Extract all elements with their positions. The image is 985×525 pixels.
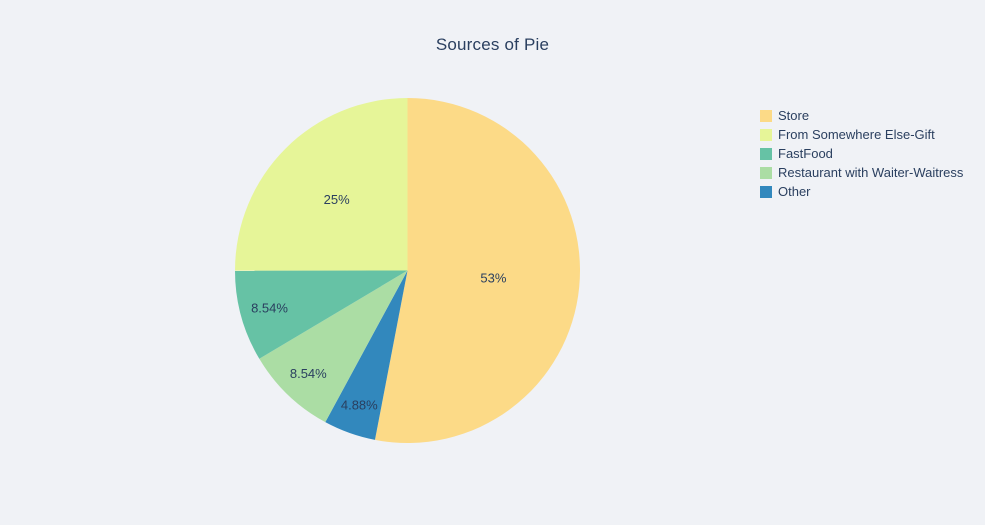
legend-label: FastFood <box>778 146 833 161</box>
legend-item-from-somewhere-else-gift[interactable]: From Somewhere Else-Gift <box>760 125 963 144</box>
legend-swatch-icon <box>760 109 772 122</box>
pie-slice-restaurant-with-waiter-waitress[interactable] <box>259 270 408 423</box>
pie-slice-label-from-somewhere-else-gift: 25% <box>324 192 350 207</box>
legend-item-store[interactable]: Store <box>760 106 963 125</box>
legend-swatch-icon <box>760 185 772 198</box>
legend-item-restaurant-with-waiter-waitress[interactable]: Restaurant with Waiter-Waitress <box>760 163 963 182</box>
legend-label: Other <box>778 184 811 199</box>
legend-item-fastfood[interactable]: FastFood <box>760 144 963 163</box>
legend-item-other[interactable]: Other <box>760 182 963 201</box>
pie-slice-store[interactable] <box>374 97 581 444</box>
pie-slice-label-store: 53% <box>480 271 506 286</box>
pie-slice-from-somewhere-else-gift[interactable] <box>234 98 408 271</box>
pie-slice-label-fastfood: 8.54% <box>251 301 288 316</box>
pie-slice-fastfood[interactable] <box>235 270 408 359</box>
chart-title: Sources of Pie <box>435 35 550 54</box>
legend-label: Store <box>778 108 810 123</box>
pie-slice-label-restaurant-with-waiter-waitress: 8.54% <box>290 366 327 381</box>
legend-swatch-icon <box>760 128 772 141</box>
legend-label: From Somewhere Else-Gift <box>778 127 935 142</box>
pie-slice-other[interactable] <box>325 270 408 440</box>
pie-slice-label-other: 4.88% <box>341 397 378 412</box>
legend: Store From Somewhere Else-Gift FastFood Res… <box>760 106 963 201</box>
legend-label: Restaurant with Waiter-Waitress <box>778 165 964 180</box>
legend-swatch-icon <box>760 147 772 160</box>
legend-swatch-icon <box>760 166 772 179</box>
